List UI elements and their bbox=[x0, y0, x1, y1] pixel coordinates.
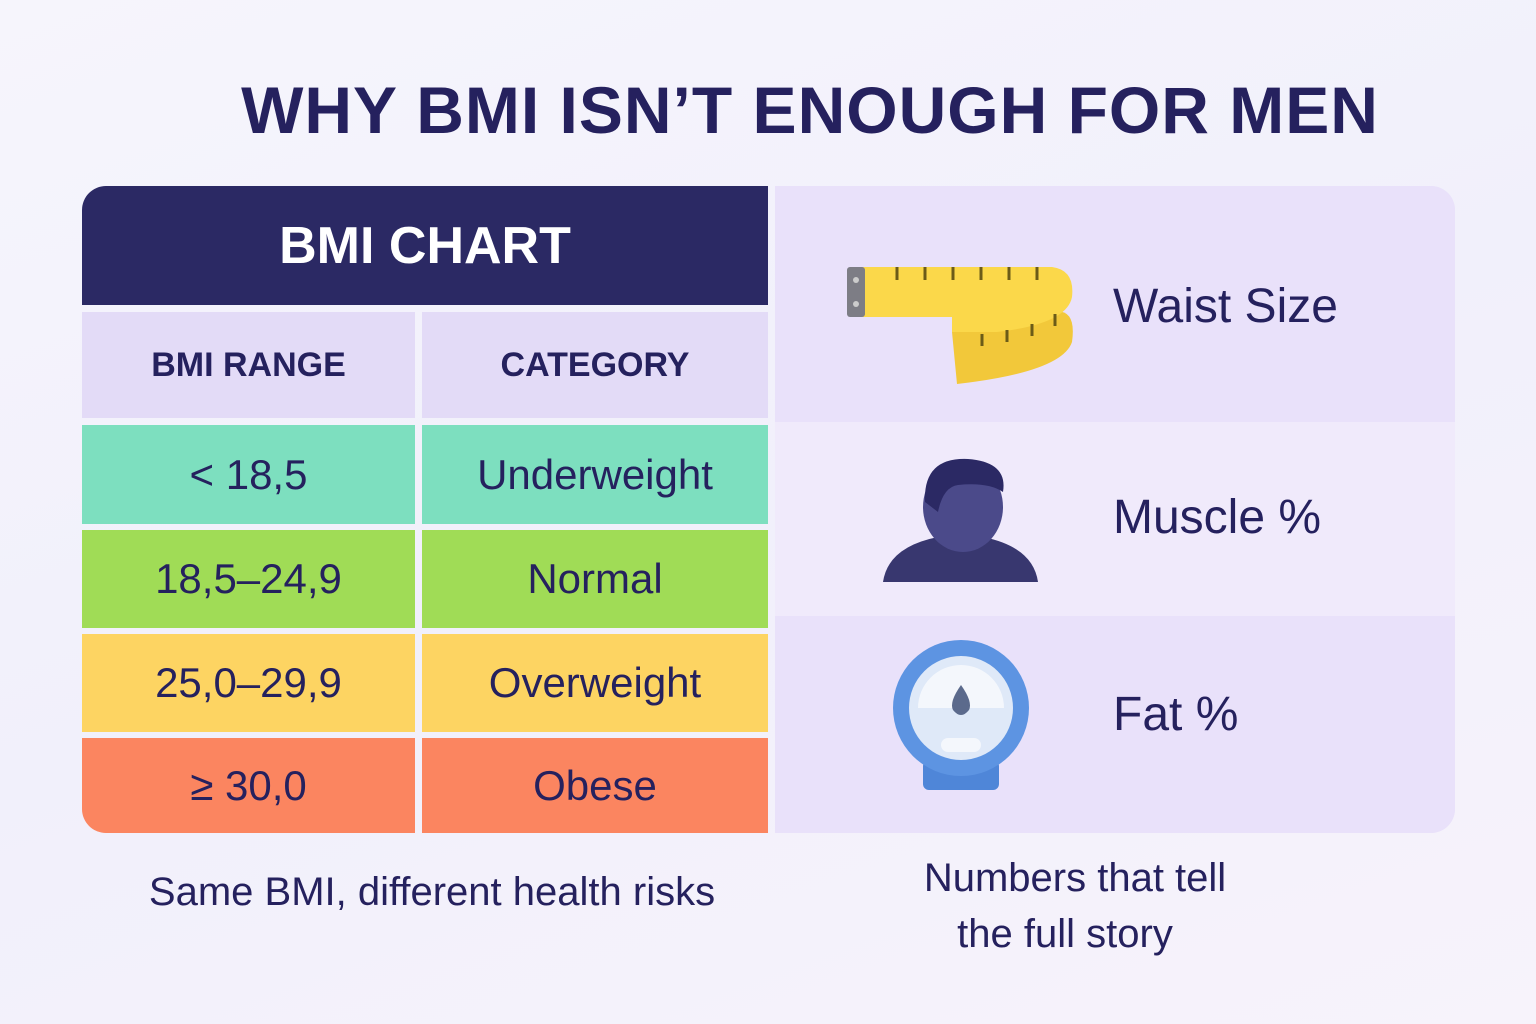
metric-label: Waist Size bbox=[1113, 279, 1338, 333]
table-cell: Obese bbox=[422, 738, 768, 833]
table-cell: ≥ 30,0 bbox=[82, 738, 415, 833]
person-icon bbox=[883, 458, 1038, 582]
table-cell: Underweight bbox=[422, 425, 768, 524]
page-title: WHY BMI ISN’T ENOUGH FOR MEN bbox=[241, 73, 1379, 147]
table-header: CATEGORY bbox=[422, 312, 768, 418]
table-cell: 18,5–24,9 bbox=[82, 530, 415, 628]
metric-section: Fat % bbox=[775, 616, 1455, 833]
table-header: BMI RANGE bbox=[82, 312, 415, 418]
metric-section: Waist Size bbox=[775, 186, 1455, 422]
metric-label: Muscle % bbox=[1113, 490, 1322, 544]
metric-section: Muscle % bbox=[775, 422, 1455, 616]
metrics-panel: Waist Size Muscle % Fat % bbox=[775, 186, 1455, 833]
caption-line: the full story bbox=[957, 911, 1173, 956]
caption-line: Numbers that tell bbox=[923, 855, 1227, 900]
table-cell: Overweight bbox=[422, 634, 768, 732]
caption: Same BMI, different health risks bbox=[148, 869, 716, 914]
table-cell: < 18,5 bbox=[82, 425, 415, 524]
table-cell: 25,0–29,9 bbox=[82, 634, 415, 732]
table-cell: Normal bbox=[422, 530, 768, 628]
scale-icon bbox=[893, 640, 1029, 790]
metric-label: Fat % bbox=[1113, 687, 1239, 741]
tape-icon bbox=[847, 267, 1073, 384]
table-title: BMI CHART bbox=[82, 186, 768, 305]
